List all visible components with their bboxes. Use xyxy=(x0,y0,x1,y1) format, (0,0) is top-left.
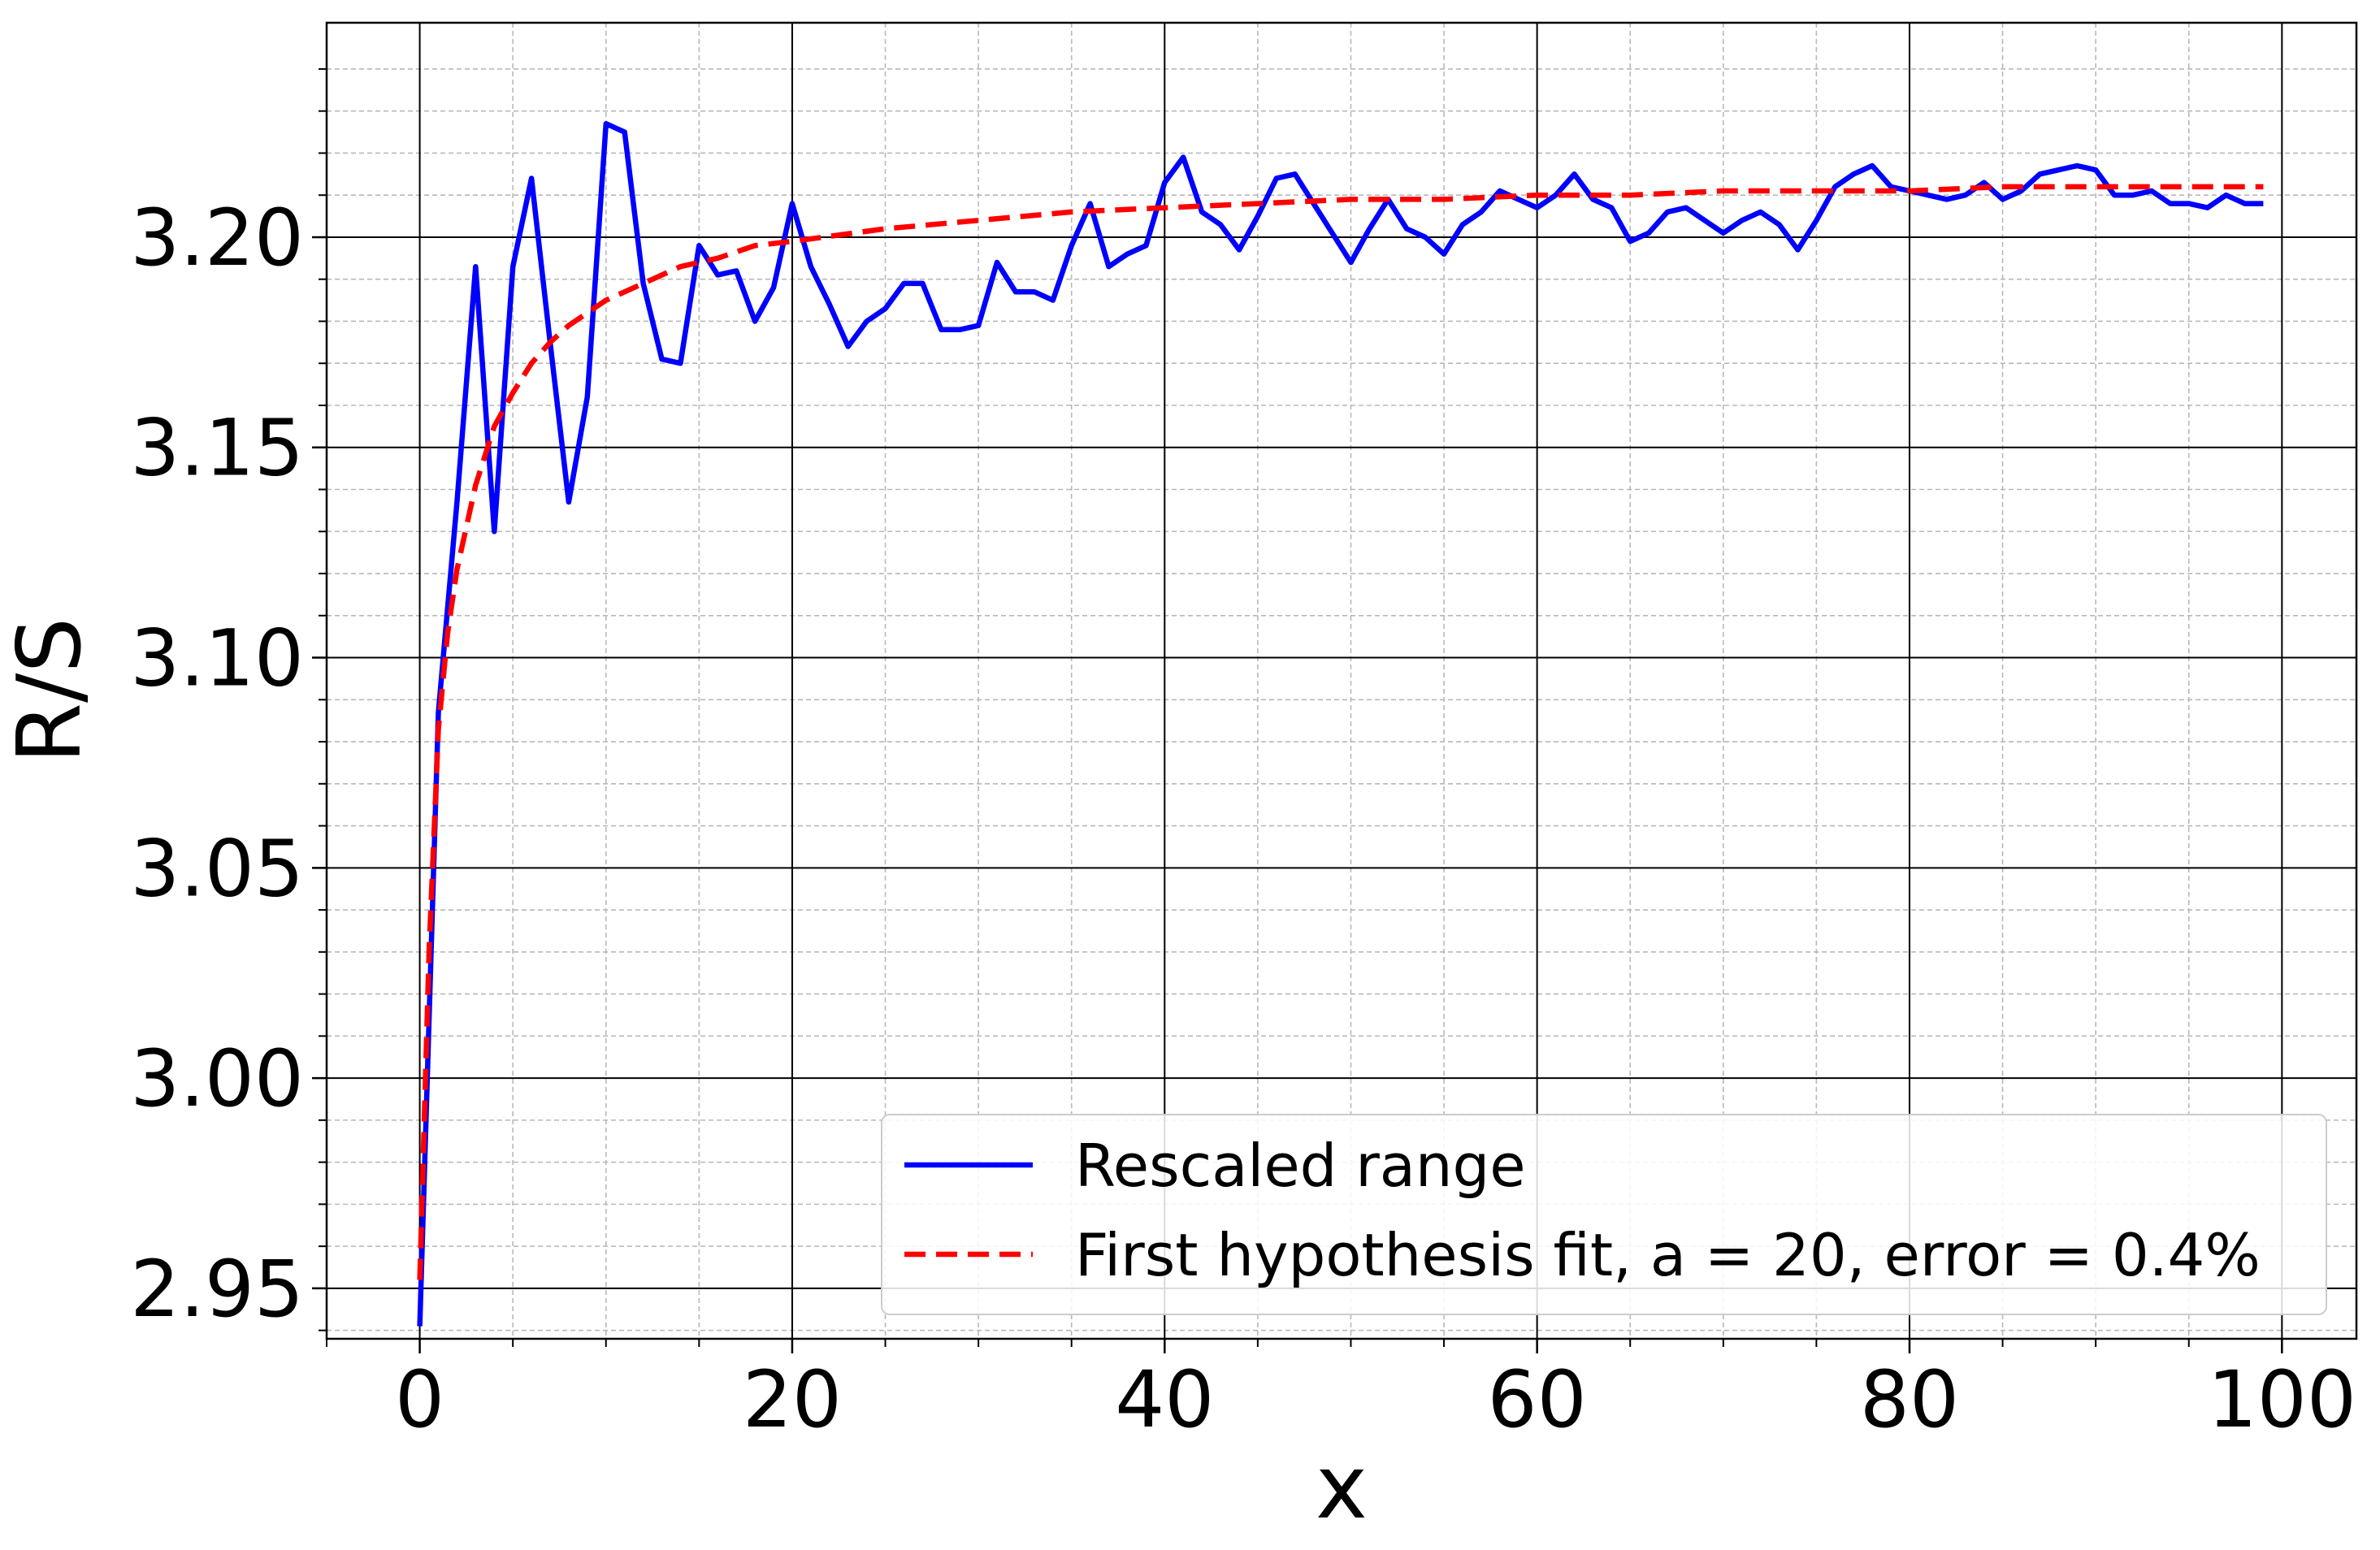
y-tick-label: 2.95 xyxy=(130,1244,304,1335)
x-tick-label: 0 xyxy=(395,1354,444,1445)
legend-entry-label: First hypothesis fit, a = 20, error = 0.… xyxy=(1075,1221,2261,1289)
legend-entry-label: Rescaled range xyxy=(1075,1132,1526,1200)
y-tick-label: 3.00 xyxy=(130,1033,304,1124)
y-tick-label: 3.05 xyxy=(130,823,304,914)
x-tick-label: 40 xyxy=(1115,1354,1214,1445)
y-axis-label: R/S xyxy=(0,617,101,764)
axis-ticks: 0 20 40 60 80 100 2.95 3.00 3.05 3.10 3.15 3.20 xyxy=(130,67,2356,1445)
x-tick-label: 80 xyxy=(1860,1354,1959,1445)
plot-lines xyxy=(417,120,2264,1327)
legend-box xyxy=(881,1114,2327,1315)
legend: Rescaled range First hypothesis fit, a = … xyxy=(881,1114,2327,1315)
x-tick-label: 60 xyxy=(1488,1354,1587,1445)
plot-area-frame xyxy=(325,21,2358,1340)
x-tick-label: 100 xyxy=(2208,1354,2356,1445)
series-line-rescaled-range xyxy=(417,120,2264,1327)
y-tick-label: 3.20 xyxy=(130,193,304,284)
x-tick-label: 20 xyxy=(743,1354,842,1445)
y-tick-label: 3.10 xyxy=(130,613,304,704)
series-line-hypothesis-fit xyxy=(417,184,2264,1280)
x-axis-label: x xyxy=(1316,1437,1368,1539)
y-tick-label: 3.15 xyxy=(130,403,304,494)
